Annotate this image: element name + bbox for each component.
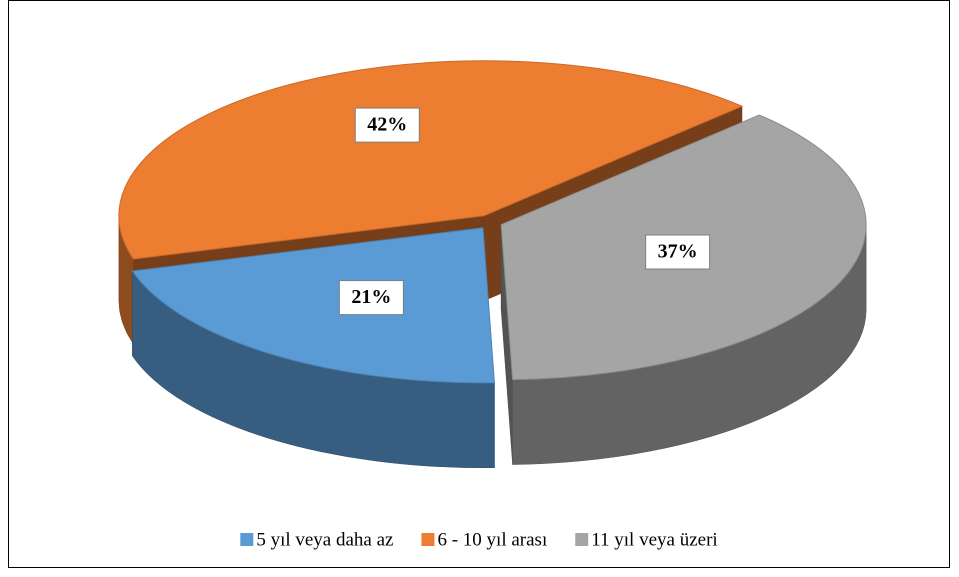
data-label: 37%	[658, 241, 698, 263]
legend-label: 5 yıl veya daha az	[256, 529, 393, 550]
data-label-box	[645, 234, 711, 270]
slice	[131, 227, 495, 384]
data-label-box	[354, 107, 420, 143]
legend-label: 11 yıl veya üzeri	[591, 529, 717, 550]
data-label-box	[338, 280, 404, 316]
legend-swatch	[240, 533, 254, 546]
legend-label: 6 - 10 yıl arası	[437, 529, 547, 550]
legend: 5 yıl veya daha az 6 - 10 yıl arası 11 yıl…	[240, 529, 718, 550]
data-label: 21%	[351, 286, 391, 308]
legend-swatch	[575, 533, 589, 546]
data-label: 42%	[367, 114, 407, 136]
legend-swatch	[421, 533, 435, 546]
slice	[118, 60, 744, 260]
